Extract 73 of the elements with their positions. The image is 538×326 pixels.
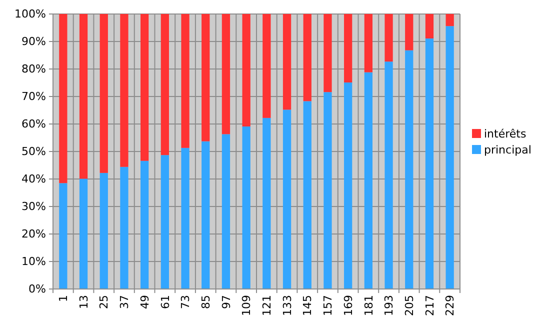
bar <box>384 14 393 62</box>
y-tick-label: 30% <box>22 200 46 214</box>
bar <box>324 92 332 289</box>
bar <box>202 14 210 142</box>
bar <box>384 62 393 289</box>
y-tick-label: 40% <box>22 172 46 186</box>
bar <box>181 14 190 148</box>
x-tick-label: 229 <box>444 295 457 316</box>
bar <box>160 155 169 289</box>
bar <box>446 26 454 289</box>
bar <box>262 14 271 118</box>
bar <box>242 126 250 289</box>
bar <box>303 101 312 289</box>
bar <box>79 178 88 289</box>
bar <box>242 14 250 126</box>
x-tick-label: 217 <box>423 295 436 316</box>
bar <box>405 14 414 50</box>
x-tick-label: 61 <box>158 295 172 309</box>
bar <box>120 14 128 167</box>
bar <box>405 50 414 289</box>
y-tick-label: 10% <box>22 255 46 268</box>
bar <box>120 166 128 289</box>
y-tick-label: 90% <box>22 35 46 48</box>
x-tick-label: 133 <box>280 295 294 316</box>
bar <box>282 14 292 110</box>
legend-label: principal <box>484 144 532 156</box>
x-tick-label: 121 <box>260 295 274 316</box>
bar <box>364 72 372 289</box>
bar <box>344 82 352 289</box>
x-tick-label: 49 <box>138 295 152 309</box>
x-tick-label: 193 <box>382 295 396 316</box>
bar <box>324 14 332 92</box>
y-tick-label: 80% <box>22 62 46 76</box>
y-tick-label: 50% <box>22 145 46 158</box>
bar <box>181 148 190 289</box>
bar <box>222 134 230 289</box>
bar <box>140 14 149 161</box>
y-tick-label: 70% <box>22 90 46 104</box>
x-tick-label: 73 <box>179 295 192 309</box>
bar <box>262 118 271 289</box>
bar <box>160 14 169 156</box>
x-tick-label: 169 <box>342 295 355 316</box>
x-tick-label: 145 <box>301 295 314 316</box>
bar <box>364 14 372 72</box>
bar <box>425 38 434 289</box>
x-tick-label: 205 <box>402 295 416 316</box>
x-tick-label: 157 <box>322 295 335 316</box>
bar <box>140 160 149 289</box>
y-tick-label: 100% <box>14 8 46 21</box>
x-tick-label: 37 <box>118 295 132 309</box>
x-tick-label: 13 <box>77 295 90 309</box>
bar <box>59 14 68 184</box>
bar <box>202 141 210 289</box>
bar <box>344 14 352 82</box>
bar <box>282 110 292 289</box>
bar <box>303 14 312 102</box>
x-tick-label: 25 <box>98 295 111 309</box>
bar <box>222 14 230 134</box>
y-tick-label: 0% <box>28 282 46 296</box>
y-tick-label: 60% <box>22 118 46 131</box>
bar <box>425 14 434 38</box>
x-tick-label: 1 <box>57 295 70 302</box>
y-tick-label: 20% <box>22 228 46 241</box>
x-tick-label: 97 <box>220 295 233 309</box>
x-tick-label: 181 <box>362 295 376 316</box>
bar <box>59 183 68 289</box>
legend-label: intérêts <box>484 128 526 140</box>
bar <box>100 172 108 289</box>
bar <box>100 14 108 173</box>
x-tick-label: 85 <box>199 295 212 309</box>
bar <box>79 14 88 179</box>
x-tick-label: 109 <box>240 295 254 316</box>
bar <box>446 14 454 26</box>
